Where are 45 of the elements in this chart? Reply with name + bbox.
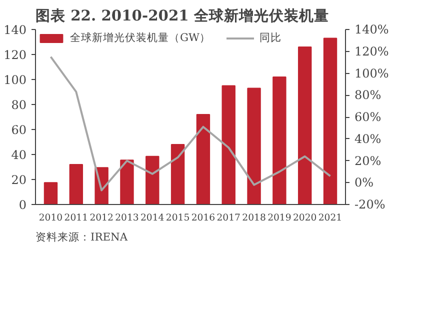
x-tick-label: 2017: [216, 212, 241, 224]
y-tick-label: 140: [4, 23, 26, 37]
y2-tick-label: 0%: [354, 176, 374, 190]
y-tick-label: 120: [4, 48, 26, 62]
y-tick-label: 0: [18, 198, 27, 212]
y2-tick-label: 20%: [354, 154, 382, 168]
y2-tick-label: 40%: [354, 132, 382, 146]
x-tick-label: 2013: [115, 212, 139, 224]
bar: [247, 88, 261, 204]
y2-tick-label: 120%: [354, 44, 389, 58]
y-tick-label: 100: [4, 73, 26, 87]
text: 资料来源：IRENA: [36, 230, 128, 244]
x-tick-label: 2019: [268, 212, 292, 224]
chart-title: 图表 22. 2010-2021 全球新增光伏装机量: [36, 6, 329, 24]
y2-tick-label: -20%: [354, 198, 386, 212]
bar: [69, 164, 84, 204]
x-tick-label: 2010: [38, 212, 63, 224]
x-tick-label: 2011: [64, 212, 88, 224]
y2-tick-label: 100%: [354, 66, 389, 80]
y2-tick-label: 60%: [354, 110, 382, 124]
bar: [170, 144, 185, 204]
y-tick-label: 40: [11, 148, 27, 162]
bar: [44, 182, 58, 204]
x-tick-label: 2012: [90, 212, 114, 224]
x-tick-label: 2014: [140, 212, 164, 224]
bar: [323, 38, 338, 204]
x-tick-label: 2021: [318, 212, 342, 224]
legend-label: 全球新增光伏装机量（GW）: [70, 31, 210, 45]
bar: [222, 85, 236, 204]
y-tick-label: 60: [11, 123, 27, 137]
y-tick-label: 80: [11, 98, 27, 112]
bar: [146, 156, 160, 204]
line-series: [50, 56, 332, 192]
x-tick-label: 2016: [191, 212, 216, 224]
bar: [120, 160, 134, 204]
x-tick-label: 2020: [292, 212, 317, 224]
x-tick-label: 2015: [166, 212, 190, 224]
y2-tick-label: 80%: [354, 88, 382, 102]
bar: [196, 114, 210, 204]
bar: [272, 76, 286, 204]
y2-tick-label: 140%: [354, 22, 389, 36]
legend-label: 同比: [259, 31, 282, 45]
y-tick-label: 20: [11, 173, 27, 187]
x-tick-label: 2018: [242, 212, 266, 224]
bar: [298, 46, 312, 204]
